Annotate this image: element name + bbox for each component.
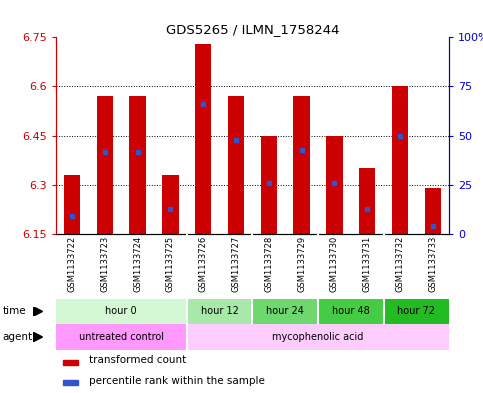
Text: GSM1133731: GSM1133731 bbox=[363, 236, 372, 292]
Text: hour 48: hour 48 bbox=[332, 307, 369, 316]
Text: hour 72: hour 72 bbox=[398, 307, 435, 316]
Text: untreated control: untreated control bbox=[79, 332, 164, 342]
Text: transformed count: transformed count bbox=[89, 355, 186, 365]
Text: hour 12: hour 12 bbox=[200, 307, 239, 316]
Text: hour 0: hour 0 bbox=[105, 307, 137, 316]
Bar bbox=[326, 136, 342, 234]
Text: time: time bbox=[2, 307, 26, 316]
Bar bbox=[63, 380, 78, 385]
Title: GDS5265 / ILMN_1758244: GDS5265 / ILMN_1758244 bbox=[166, 23, 339, 36]
Text: percentile rank within the sample: percentile rank within the sample bbox=[89, 376, 265, 386]
Text: GSM1133728: GSM1133728 bbox=[264, 236, 273, 292]
Text: GSM1133724: GSM1133724 bbox=[133, 236, 142, 292]
Text: GSM1133729: GSM1133729 bbox=[297, 236, 306, 292]
Text: GSM1133733: GSM1133733 bbox=[428, 236, 437, 292]
Bar bbox=[293, 96, 310, 234]
Bar bbox=[260, 136, 277, 234]
Bar bbox=[56, 324, 187, 350]
Bar bbox=[228, 96, 244, 234]
Bar bbox=[129, 96, 146, 234]
Bar bbox=[162, 175, 179, 234]
Bar bbox=[187, 324, 449, 350]
Text: GSM1133722: GSM1133722 bbox=[68, 236, 76, 292]
Bar bbox=[252, 299, 318, 324]
Text: hour 24: hour 24 bbox=[266, 307, 304, 316]
Bar bbox=[318, 299, 384, 324]
Text: GSM1133727: GSM1133727 bbox=[231, 236, 241, 292]
Text: mycophenolic acid: mycophenolic acid bbox=[272, 332, 364, 342]
Polygon shape bbox=[33, 332, 43, 342]
Bar bbox=[97, 96, 113, 234]
Text: GSM1133725: GSM1133725 bbox=[166, 236, 175, 292]
Bar bbox=[384, 299, 449, 324]
Text: GSM1133730: GSM1133730 bbox=[330, 236, 339, 292]
Polygon shape bbox=[33, 307, 43, 316]
Bar bbox=[64, 175, 80, 234]
Bar bbox=[359, 168, 375, 234]
Bar bbox=[187, 299, 252, 324]
Bar bbox=[425, 188, 441, 234]
Bar bbox=[56, 299, 187, 324]
Text: agent: agent bbox=[2, 332, 32, 342]
Bar bbox=[195, 44, 212, 234]
Text: GSM1133726: GSM1133726 bbox=[199, 236, 208, 292]
Text: GSM1133732: GSM1133732 bbox=[396, 236, 404, 292]
Bar bbox=[392, 86, 408, 234]
Bar bbox=[63, 360, 78, 365]
Text: GSM1133723: GSM1133723 bbox=[100, 236, 109, 292]
